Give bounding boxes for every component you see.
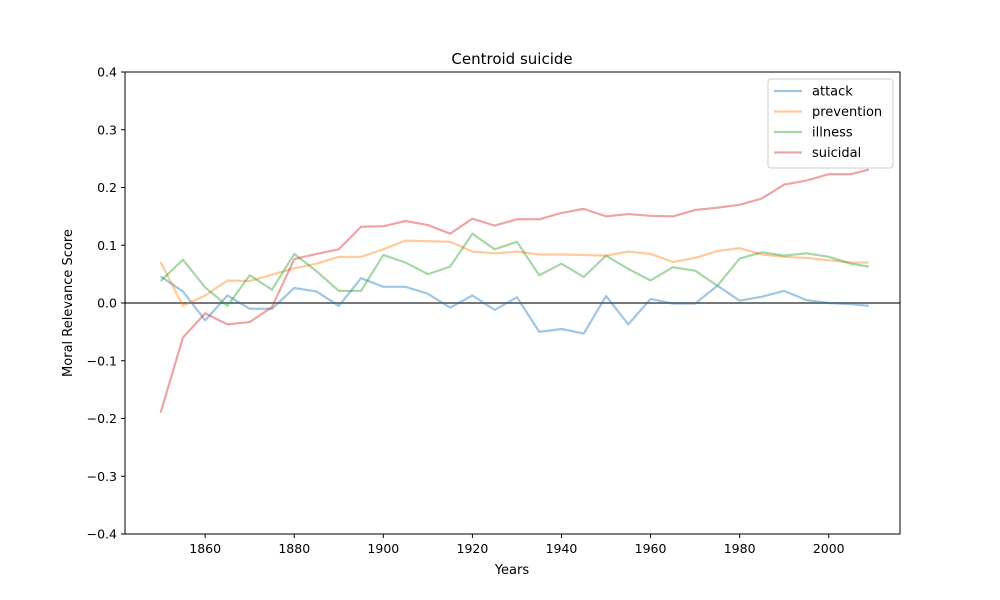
legend-label-suicidal: suicidal — [812, 146, 861, 161]
y-tick-label: 0.2 — [97, 180, 117, 195]
y-axis-label: Moral Relevance Score — [61, 229, 76, 377]
y-tick-label: 0.1 — [97, 238, 117, 253]
legend-box — [767, 78, 894, 169]
chart-title: Centroid suicide — [451, 50, 572, 68]
y-tick-label: 0.4 — [97, 65, 117, 80]
y-tick-label: 0.3 — [97, 122, 117, 137]
legend: attack prevention illness suicidal — [767, 78, 894, 169]
x-axis: 1860 1880 1900 1920 1940 1960 1980 2000 — [189, 534, 845, 556]
y-tick-label: −0.2 — [87, 411, 117, 426]
y-axis: −0.4 −0.3 −0.2 −0.1 0.0 0.1 0.2 0.3 0.4 — [87, 65, 125, 542]
series-line-suicidal — [159, 168, 870, 414]
series-line-illness — [159, 232, 869, 307]
plot-area — [125, 168, 900, 414]
x-tick-label: 1980 — [724, 541, 756, 556]
legend-label-illness: illness — [812, 126, 853, 141]
x-tick-label: 1940 — [546, 541, 578, 556]
x-tick-label: 1900 — [367, 541, 399, 556]
y-tick-label: −0.1 — [87, 353, 117, 368]
y-tick-label: −0.4 — [87, 527, 117, 542]
x-tick-label: 1880 — [278, 541, 310, 556]
legend-label-prevention: prevention — [812, 105, 882, 120]
y-tick-label: 0.0 — [97, 296, 117, 311]
x-tick-label: 1920 — [457, 541, 489, 556]
x-axis-label: Years — [494, 563, 530, 578]
x-tick-label: 2000 — [813, 541, 845, 556]
x-tick-label: 1860 — [189, 541, 221, 556]
x-tick-label: 1960 — [635, 541, 667, 556]
y-tick-label: −0.3 — [87, 469, 117, 484]
legend-label-attack: attack — [812, 85, 853, 100]
series-line-prevention — [159, 239, 869, 307]
series-line-attack — [160, 275, 869, 335]
